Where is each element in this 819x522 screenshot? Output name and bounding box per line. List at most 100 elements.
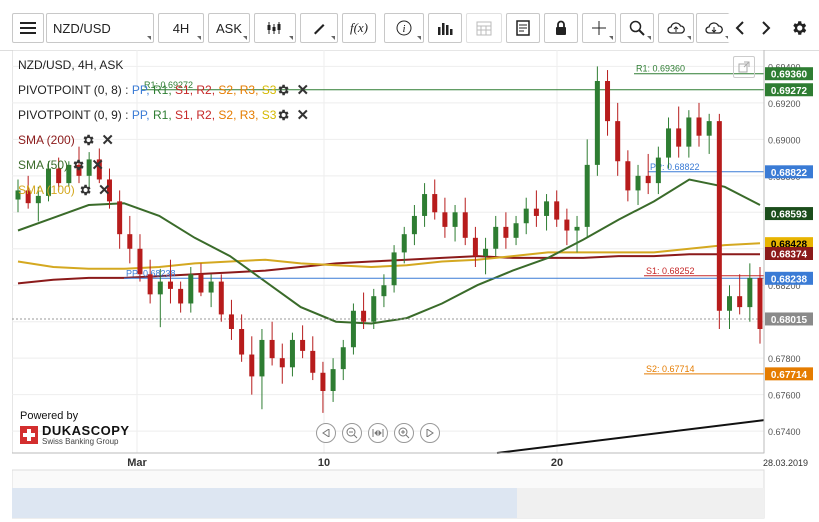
price-chart[interactable]: R1: 0.69360 R1: 0.69272 PP: 0.68822 PP: 0.6… bbox=[12, 50, 814, 520]
candle-body bbox=[635, 175, 641, 191]
dropdown-arrow-icon bbox=[609, 36, 613, 40]
gear-icon[interactable] bbox=[78, 183, 92, 197]
candle-body bbox=[15, 190, 21, 200]
candle-body bbox=[330, 369, 336, 391]
candle-body bbox=[625, 161, 631, 191]
volume-button[interactable] bbox=[428, 13, 462, 43]
price-tag bbox=[765, 237, 813, 251]
candle-body bbox=[198, 274, 204, 293]
upload-button[interactable] bbox=[658, 13, 694, 43]
indicator-param: R2, bbox=[196, 107, 216, 122]
candle-body bbox=[462, 212, 468, 238]
candle-body bbox=[188, 274, 194, 304]
info-icon: i bbox=[396, 20, 412, 36]
candle-body bbox=[686, 117, 692, 147]
zoom-button[interactable] bbox=[620, 13, 654, 43]
report-button[interactable] bbox=[506, 13, 540, 43]
scroll-right-button[interactable] bbox=[420, 423, 440, 443]
pivot-level-label: S2: 0.67714 bbox=[646, 364, 695, 374]
candle-body bbox=[706, 121, 712, 136]
candle-body bbox=[310, 350, 316, 373]
close-icon[interactable]: ✕ bbox=[91, 156, 104, 174]
reset-view-button[interactable] bbox=[368, 423, 388, 443]
symbol-select[interactable]: NZD/USD bbox=[46, 13, 154, 43]
indicator-name: SMA (200) bbox=[18, 132, 75, 147]
candle-body bbox=[442, 212, 448, 227]
zoom-in-icon bbox=[398, 427, 410, 439]
candle-body bbox=[279, 358, 285, 368]
price-tag bbox=[765, 247, 813, 261]
price-tag bbox=[765, 367, 813, 381]
candle-body bbox=[320, 372, 326, 391]
calendar-icon bbox=[476, 21, 492, 36]
candle-body bbox=[574, 226, 580, 231]
candle-body bbox=[584, 164, 590, 227]
side-select[interactable]: ASK bbox=[208, 13, 250, 43]
candle-body bbox=[544, 201, 550, 216]
zoom-icon bbox=[629, 20, 645, 36]
dropdown-arrow-icon bbox=[417, 36, 421, 40]
prev-button[interactable] bbox=[728, 13, 752, 43]
candle-body bbox=[696, 117, 702, 136]
candle-body bbox=[554, 201, 560, 220]
candle-body bbox=[371, 296, 377, 322]
info-button[interactable]: i bbox=[384, 13, 424, 43]
candle-body bbox=[167, 281, 173, 289]
close-icon[interactable]: ✕ bbox=[98, 181, 111, 199]
candle-body bbox=[757, 277, 763, 329]
chart-type-button[interactable] bbox=[254, 13, 296, 43]
candle-body bbox=[523, 208, 529, 224]
gear-icon[interactable] bbox=[276, 83, 290, 97]
candle-body bbox=[615, 121, 621, 162]
close-icon[interactable]: ✕ bbox=[101, 131, 114, 149]
candle-body bbox=[391, 252, 397, 286]
time-tick-label: Mar bbox=[127, 457, 147, 469]
lock-button[interactable] bbox=[544, 13, 578, 43]
candle-body bbox=[340, 347, 346, 370]
indicator-row: SMA (50) ✕ bbox=[18, 152, 309, 177]
menu-button[interactable] bbox=[12, 13, 44, 43]
indicator-name: SMA (50) bbox=[18, 157, 69, 172]
settings-button[interactable] bbox=[786, 13, 812, 43]
gear-icon[interactable] bbox=[81, 133, 95, 147]
candle-body bbox=[513, 223, 519, 238]
scroll-left-button[interactable] bbox=[316, 423, 336, 443]
brand-name: DUKASCOPY bbox=[42, 423, 130, 438]
candle-body bbox=[727, 296, 733, 311]
next-button[interactable] bbox=[754, 13, 778, 43]
gear-icon[interactable] bbox=[276, 108, 290, 122]
candle-body bbox=[106, 179, 112, 202]
navigator-window bbox=[517, 488, 764, 518]
fullscreen-button[interactable] bbox=[733, 56, 755, 78]
candle-body bbox=[422, 194, 428, 216]
timeframe-select[interactable]: 4H bbox=[158, 13, 204, 43]
indicator-name: PIVOTPOINT (0, 8) bbox=[18, 82, 122, 97]
navigator[interactable] bbox=[12, 469, 765, 519]
close-icon[interactable]: ✕ bbox=[296, 106, 310, 124]
zoom-out-button[interactable] bbox=[342, 423, 362, 443]
candle-body bbox=[45, 168, 51, 196]
indicator-legend: NZD/USD, 4H, ASK PIVOTPOINT (0, 8) : PP,… bbox=[18, 52, 309, 202]
candle-body bbox=[605, 81, 611, 122]
zoom-in-button[interactable] bbox=[394, 423, 414, 443]
candle-body bbox=[269, 339, 275, 359]
close-icon[interactable]: ✕ bbox=[296, 81, 310, 99]
draw-button[interactable] bbox=[300, 13, 338, 43]
time-tick-label: 20 bbox=[551, 457, 563, 469]
trend-line bbox=[496, 419, 765, 454]
candle-body bbox=[737, 296, 743, 308]
candle-body bbox=[86, 159, 92, 176]
gear-icon[interactable] bbox=[71, 158, 85, 172]
crosshair-button[interactable] bbox=[582, 13, 616, 43]
price-axis: 0.694000.692000.690000.688000.686000.684… bbox=[763, 50, 813, 453]
indicators-button[interactable]: f(x) bbox=[342, 13, 376, 43]
chevron-right-icon bbox=[762, 21, 771, 35]
indicator-param: R3, bbox=[239, 82, 259, 97]
candle-body bbox=[218, 281, 224, 315]
download-button[interactable] bbox=[696, 13, 732, 43]
calendar-button[interactable] bbox=[466, 13, 502, 43]
indicator-param: S1, bbox=[175, 107, 194, 122]
powered-by-label: Powered by bbox=[20, 410, 79, 422]
candle-body bbox=[350, 310, 356, 348]
candle-body bbox=[411, 215, 417, 235]
